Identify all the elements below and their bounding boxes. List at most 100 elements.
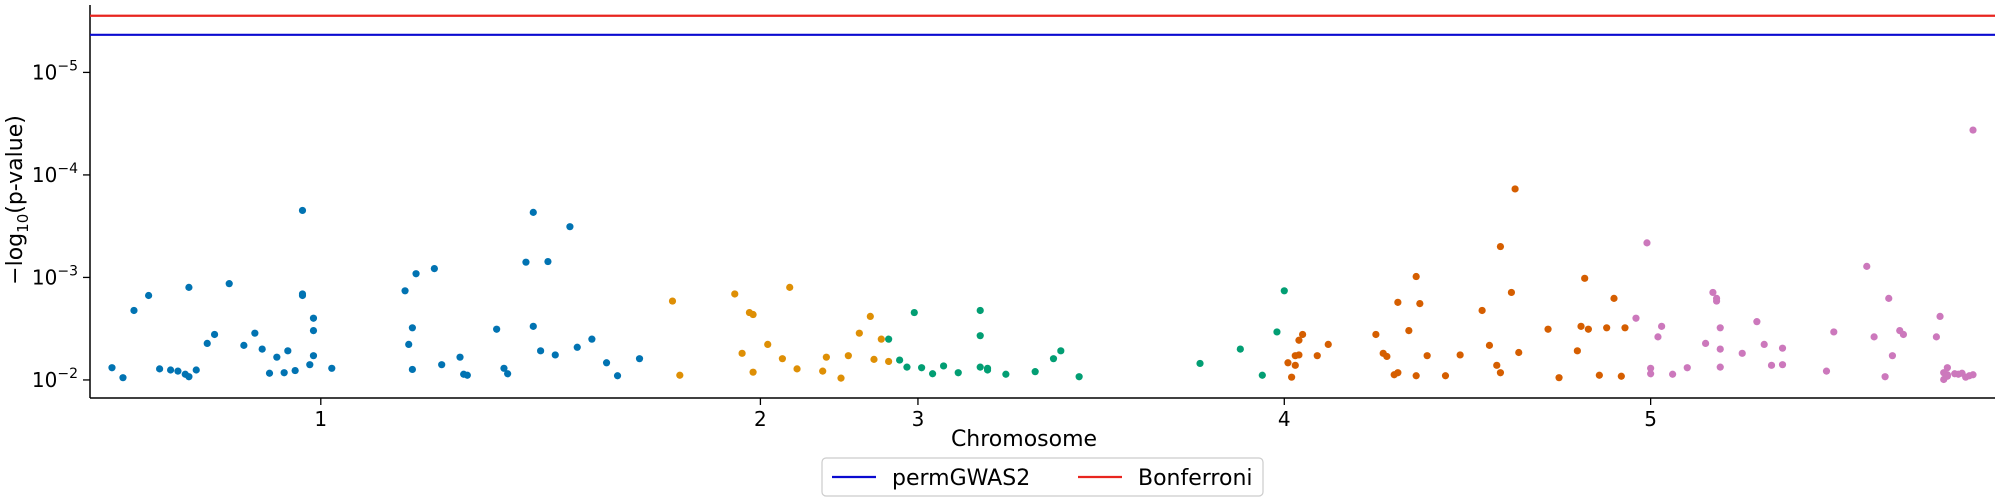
data-point xyxy=(522,258,530,266)
data-point xyxy=(405,340,413,348)
data-point xyxy=(280,369,288,377)
data-point xyxy=(764,340,772,348)
x-tick-label: 3 xyxy=(912,407,925,431)
data-point xyxy=(1423,352,1431,360)
data-point xyxy=(877,335,885,343)
data-point xyxy=(1647,370,1655,378)
data-point xyxy=(456,353,464,361)
data-point xyxy=(529,208,537,216)
data-point xyxy=(1753,318,1761,326)
data-point xyxy=(1822,367,1831,375)
data-point xyxy=(1610,294,1618,302)
data-point xyxy=(1577,322,1585,330)
data-point xyxy=(1299,330,1307,339)
data-point xyxy=(928,370,937,378)
data-point xyxy=(1767,361,1776,369)
data-point xyxy=(258,345,266,353)
data-points xyxy=(108,126,1977,384)
y-axis-label: −log10(p-value) xyxy=(3,115,32,285)
data-point xyxy=(1441,372,1450,380)
y-axis-ticks: 10−2 10−3 10−4 10−5 xyxy=(32,58,90,392)
data-point xyxy=(130,306,138,315)
data-point xyxy=(1617,372,1625,380)
data-point xyxy=(1712,297,1721,305)
data-point xyxy=(1478,306,1486,315)
data-point xyxy=(910,308,918,317)
y-axis-label-suffix: (p-value) xyxy=(3,115,28,214)
data-point xyxy=(885,357,893,366)
data-point xyxy=(1288,373,1296,381)
data-point xyxy=(1632,314,1640,322)
y-tick-label: 10−5 xyxy=(32,58,78,84)
data-point xyxy=(1280,287,1288,295)
data-point xyxy=(1885,294,1893,302)
data-point xyxy=(291,366,299,375)
data-point xyxy=(412,270,420,278)
data-point xyxy=(676,371,684,379)
data-point xyxy=(309,352,318,360)
data-point xyxy=(1603,324,1611,332)
data-point xyxy=(298,291,307,300)
data-point xyxy=(855,329,863,337)
data-point xyxy=(166,366,175,374)
data-point xyxy=(328,364,336,372)
data-point xyxy=(954,369,962,377)
data-point xyxy=(493,325,501,333)
data-point xyxy=(251,329,259,337)
data-point xyxy=(1760,340,1768,348)
data-point xyxy=(786,283,794,291)
threshold-lines xyxy=(90,14,1995,36)
data-point xyxy=(408,365,416,374)
data-point xyxy=(309,326,318,335)
data-point xyxy=(1416,300,1424,308)
data-point xyxy=(1236,345,1244,353)
data-point xyxy=(731,290,739,298)
data-point xyxy=(1544,325,1552,333)
data-point xyxy=(1515,348,1523,357)
data-point xyxy=(1507,288,1516,297)
data-point xyxy=(284,347,292,355)
data-point xyxy=(793,365,801,373)
data-point xyxy=(1555,374,1563,382)
data-point xyxy=(1654,333,1662,341)
data-point xyxy=(1595,371,1603,379)
data-point xyxy=(309,314,318,322)
data-point xyxy=(1313,352,1321,360)
data-point xyxy=(1881,373,1889,381)
data-point xyxy=(844,352,852,360)
data-point xyxy=(1863,262,1871,270)
legend: permGWAS2 Bonferroni xyxy=(821,457,1264,497)
data-point xyxy=(1031,368,1039,376)
data-point xyxy=(939,362,948,370)
legend-label-permgwas2: permGWAS2 xyxy=(892,466,1030,491)
data-point xyxy=(1830,328,1838,336)
data-point xyxy=(1573,347,1581,355)
data-point xyxy=(566,223,574,231)
data-point xyxy=(976,332,984,340)
data-point xyxy=(976,363,984,371)
data-point xyxy=(896,356,904,364)
data-point xyxy=(822,353,830,361)
data-point xyxy=(1778,361,1787,369)
data-point xyxy=(185,373,193,381)
plot-area: 10−2 10−3 10−4 10−5 1 2 3 4 5 xyxy=(32,5,1995,431)
data-point xyxy=(1716,324,1724,332)
data-point xyxy=(1394,369,1402,377)
data-point xyxy=(192,366,200,374)
data-point xyxy=(903,363,911,371)
data-point xyxy=(401,287,409,295)
data-point xyxy=(1496,369,1505,377)
data-point xyxy=(1372,330,1380,339)
data-point xyxy=(602,359,611,367)
data-point xyxy=(1669,370,1677,378)
data-point xyxy=(976,306,984,315)
data-point xyxy=(438,361,446,369)
data-point xyxy=(1647,364,1655,372)
data-point xyxy=(1324,340,1332,348)
y-tick-label: 10−4 xyxy=(32,161,78,187)
data-point xyxy=(145,291,153,300)
data-point xyxy=(298,206,307,215)
x-tick-label: 4 xyxy=(1278,407,1291,431)
data-point xyxy=(1932,333,1940,341)
data-point xyxy=(866,312,874,321)
